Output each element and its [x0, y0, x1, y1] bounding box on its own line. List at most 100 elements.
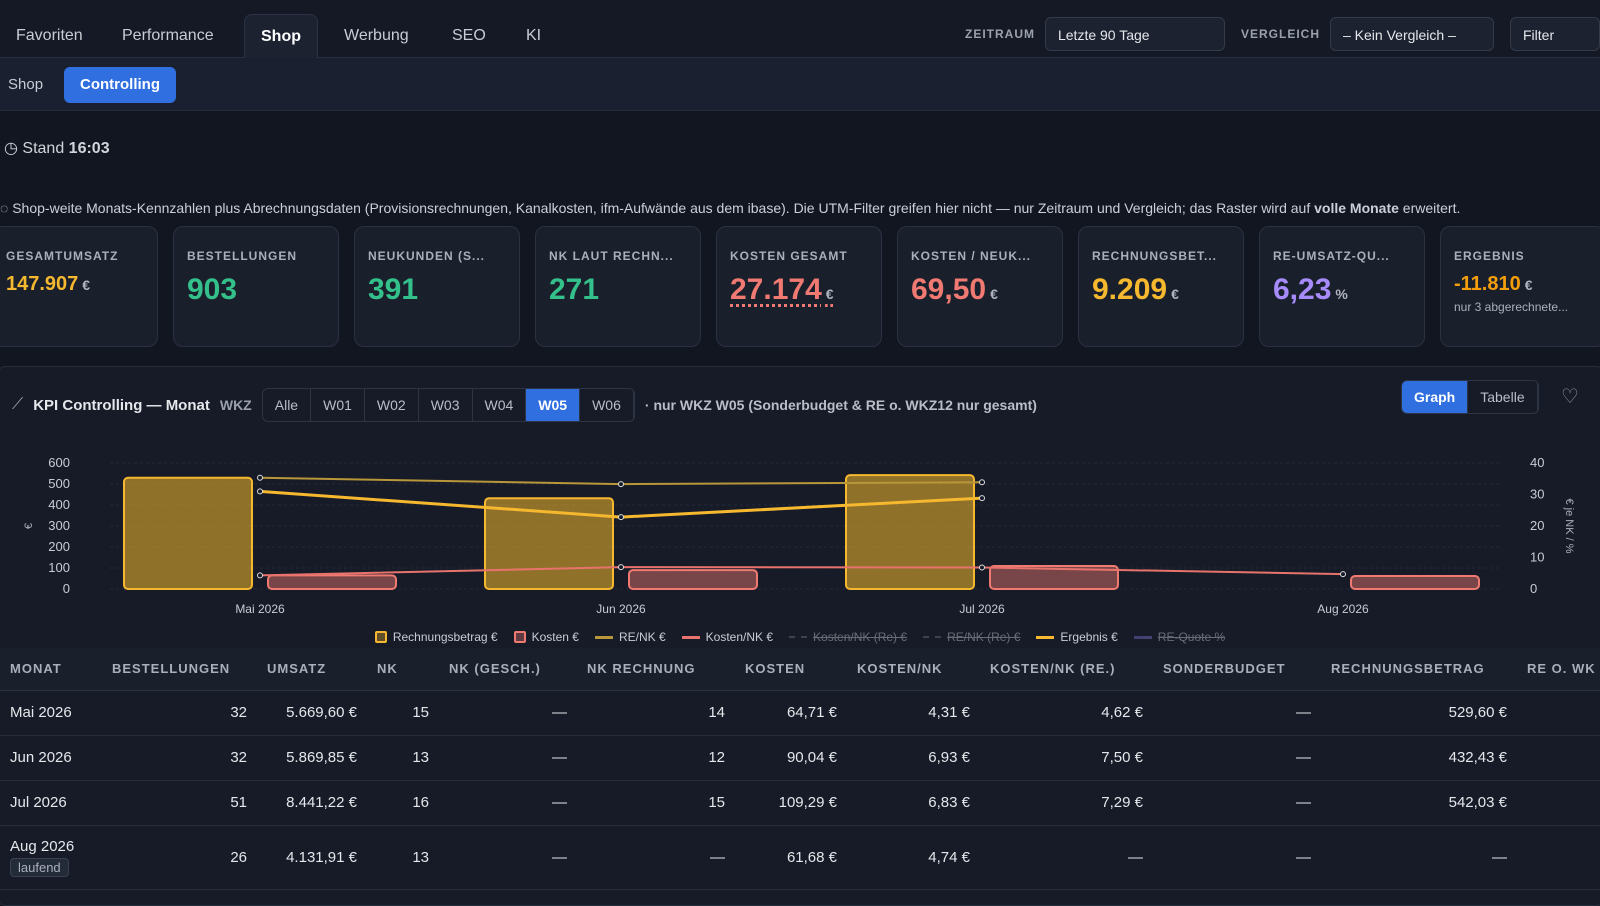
cell-text: 4,62 € [1101, 704, 1143, 721]
y-axis-label: € [23, 523, 35, 529]
x-tick-label: Jun 2026 [596, 602, 646, 616]
table-cell: 12 [577, 735, 735, 781]
view-option[interactable]: Tabelle [1468, 381, 1538, 413]
column-header[interactable]: UMSATZ [257, 648, 367, 691]
legend-item[interactable]: RE-Quote % [1133, 630, 1225, 644]
kpi-unit: € [1524, 277, 1533, 293]
line-series [259, 566, 1344, 577]
column-header[interactable]: NK RECHNUNG [577, 648, 735, 691]
legend-label: Ergebnis € [1060, 630, 1118, 644]
table-cell: 7,29 € [980, 780, 1153, 826]
table-cell: 4,74 € [847, 825, 980, 890]
table-cell: — [980, 825, 1153, 890]
info-bold: volle Monate [1314, 200, 1399, 216]
view-toggle: Graph Tabelle [1401, 380, 1539, 414]
sub-tab[interactable]: Controlling [64, 67, 176, 103]
table-cell: 4,62 € [980, 690, 1153, 736]
sub-tab[interactable]: Shop [8, 76, 44, 93]
table-cell: 109,29 € [735, 780, 847, 826]
column-header[interactable]: RECHNUNGSBETRAG [1321, 648, 1517, 691]
nav-tab[interactable]: SEO [452, 27, 486, 44]
cell-text: 6,93 € [928, 749, 970, 766]
legend-item[interactable]: Kosten € [513, 630, 579, 644]
column-header[interactable]: KOSTEN/NK [847, 648, 980, 691]
legend: Rechnungsbetrag € Kosten € RE/NK € Kosten/N… [0, 630, 1600, 644]
cell-text: 12 [708, 749, 725, 766]
cell-text: 15 [708, 794, 725, 811]
sub-nav: Shop Controlling [0, 58, 1600, 111]
legend-item[interactable]: RE/NK (Re) € [923, 630, 1020, 644]
nav-tab[interactable]: Favoriten [16, 27, 83, 44]
table-cell: 7,50 € [980, 735, 1153, 781]
stand-time: 16:03 [68, 140, 110, 157]
legend-label: Kosten/NK € [705, 630, 774, 644]
column-header[interactable]: NK (GESCH.) [439, 648, 577, 691]
line-point [979, 479, 985, 486]
nav-tab[interactable]: Shop [244, 14, 318, 58]
column-header[interactable]: NK [367, 648, 439, 691]
legend-item[interactable]: Kosten/NK (Re) € [789, 630, 907, 644]
view-option[interactable]: Graph [1402, 381, 1469, 413]
table-cell: 15 [367, 690, 439, 736]
cell-text: 14 [708, 704, 725, 721]
table-cell: 32 [102, 690, 257, 736]
kpi-value: -11.810 € [1454, 273, 1592, 296]
cell-text: 64,71 € [786, 704, 837, 721]
nav-tab[interactable]: KI [526, 27, 542, 44]
cell-text: 51 [230, 794, 247, 811]
wkz-option[interactable]: W06 [580, 389, 634, 421]
y-tick-label: 500 [48, 476, 70, 491]
table-cell: 5.869,85 € [257, 735, 367, 781]
kpi-number: 6,23 [1273, 273, 1332, 306]
column-header[interactable]: KOSTEN/NK (RE.) [980, 648, 1153, 691]
column-header[interactable]: BESTELLUNGEN [102, 648, 257, 691]
wkz-option[interactable]: W04 [473, 389, 527, 421]
wkz-label: WKZ [219, 397, 252, 413]
wkz-option[interactable]: Alle [263, 389, 312, 421]
cell-text: 4,74 € [928, 848, 970, 866]
column-header[interactable]: SONDERBUDGET [1153, 648, 1321, 691]
chart: 0 100 200 300 400 500 600 0 10 20 30 40 € € je NK / %… [23, 455, 1575, 616]
table-cell: 13 [367, 825, 439, 890]
kpi-value: 69,50 € [911, 273, 1049, 307]
kpi-number: 27.174 [730, 273, 822, 306]
filter-button[interactable]: Filter [1510, 17, 1600, 51]
nav-tab[interactable]: Werbung [344, 27, 409, 44]
y2-axis-label: € je NK / % [1563, 498, 1575, 553]
filters: ZEITRAUM Letzte 90 Tage VERGLEICH – Kein Ve… [965, 17, 1600, 51]
wkz-option[interactable]: W02 [365, 389, 419, 421]
status-badge: laufend [10, 857, 69, 877]
nav-tab[interactable]: Performance [122, 27, 214, 44]
cell-text: Mai 2026 [10, 704, 72, 721]
line-point [618, 514, 624, 521]
legend-swatch [923, 636, 942, 638]
line-point [257, 474, 263, 481]
table-cell: Aug 2026 laufend [0, 825, 102, 890]
legend-item[interactable]: Ergebnis € [1036, 630, 1118, 644]
kpi-label: NEUKUNDEN (S... [368, 249, 486, 263]
line-point [257, 572, 263, 579]
kpi-label: RE-UMSATZ-QU... [1273, 249, 1390, 263]
column-header[interactable]: KOSTEN [735, 648, 847, 691]
legend-item[interactable]: Rechnungsbetrag € [374, 630, 498, 644]
stand-label: Stand [22, 140, 65, 157]
filter-label: VERGLEICH [1240, 27, 1320, 41]
favorite[interactable]: ♡ [1561, 386, 1579, 408]
wkz-option[interactable]: W05 [526, 389, 581, 421]
legend-item[interactable]: Kosten/NK € [681, 630, 774, 644]
cell-text: — [552, 794, 567, 811]
line-point [618, 564, 624, 571]
vergleich-select[interactable]: – Kein Vergleich – [1330, 17, 1494, 51]
column-header[interactable]: RE O. WK [1517, 648, 1600, 691]
legend-item[interactable]: RE/NK € [594, 630, 666, 644]
table-row: Mai 2026 32 5.669,60 € 15 — 14 64,71 € 4,31 € 4,… [0, 690, 1600, 736]
wkz-option[interactable]: W03 [419, 389, 473, 421]
column-header[interactable]: MONAT [0, 648, 102, 691]
wkz-option[interactable]: W01 [311, 389, 365, 421]
legend-swatch [681, 635, 700, 639]
line-point [1340, 571, 1346, 578]
cell-text: — [1296, 848, 1311, 866]
zeitraum-select[interactable]: Letzte 90 Tage [1044, 17, 1225, 51]
bar [267, 574, 397, 591]
header-row: MONAT BESTELLUNGEN UMSATZ NK NK (GESCH.) NK R… [0, 648, 1600, 691]
